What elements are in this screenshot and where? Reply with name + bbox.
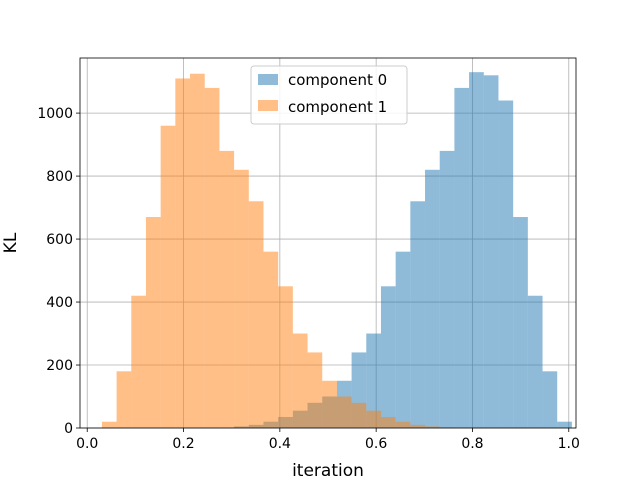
x-tick-label: 0.0	[76, 436, 98, 452]
legend: component 0 component 1	[250, 65, 408, 125]
axis-ticks: 0.0 0.2 0.4 0.6 0.8 1.0 0 200 400 600 800 1000	[37, 106, 580, 452]
legend-swatch-component-0	[258, 74, 278, 85]
histogram-bar-component-1	[131, 295, 146, 428]
x-tick-label: 0.8	[461, 436, 483, 452]
plot-frame	[79, 57, 577, 429]
y-axis-label: KL	[1, 232, 21, 253]
histogram-bar-component-0	[366, 333, 381, 428]
histogram-bar-component-0	[513, 217, 528, 428]
histogram-bar-component-1	[116, 371, 132, 428]
legend-box	[250, 65, 408, 125]
histogram-bar-component-0	[410, 201, 426, 428]
histogram-bar-component-0	[454, 87, 470, 429]
histogram-bar-component-1	[336, 396, 352, 428]
histogram-bar-component-1	[160, 125, 176, 429]
y-tick-label: 800	[46, 169, 73, 185]
x-tick-label: 0.6	[365, 436, 387, 452]
histogram-bar-component-0	[439, 150, 455, 428]
histogram-bar-component-1	[425, 426, 440, 428]
histogram-bar-component-1	[248, 201, 264, 428]
histogram-bar-component-0	[498, 100, 514, 429]
histogram-bar-component-0	[483, 75, 499, 428]
histogram-bar-component-0	[542, 371, 558, 428]
histogram-bar-component-1	[278, 286, 293, 428]
y-tick-label: 0	[64, 421, 73, 437]
histogram-bar-component-1	[351, 402, 367, 428]
histogram-bar-component-1	[145, 217, 161, 428]
histogram-bar-component-1	[395, 421, 411, 428]
histogram-bars	[101, 72, 572, 429]
x-tick-label: 0.4	[269, 436, 291, 452]
histogram-bar-component-0	[395, 251, 411, 428]
x-tick-label: 1.0	[558, 436, 580, 452]
y-tick-label: 200	[46, 358, 73, 374]
histogram-bar-component-0	[425, 169, 440, 428]
histogram-bar-component-0	[557, 421, 572, 428]
y-tick-label: 400	[46, 295, 73, 311]
histogram-bar-component-0	[469, 72, 484, 428]
histogram-bar-component-0	[380, 286, 396, 428]
legend-label-component-1: component 1	[288, 98, 387, 116]
histogram-bar-component-1	[307, 352, 323, 428]
histogram-bar-component-1	[292, 333, 308, 428]
histogram-bar-component-1	[410, 424, 426, 428]
histogram-bar-component-1	[204, 87, 220, 429]
x-tick-label: 0.2	[172, 436, 194, 452]
histogram-bar-component-1	[263, 251, 279, 428]
x-axis-label: iteration	[292, 461, 364, 480]
histogram-bar-component-1	[380, 416, 396, 428]
y-tick-label: 600	[46, 232, 73, 248]
histogram-bar-component-1	[101, 421, 117, 428]
histogram-bar-component-1	[234, 169, 249, 428]
y-tick-label: 1000	[37, 106, 73, 122]
legend-swatch-component-1	[258, 100, 278, 111]
histogram-bar-component-1	[219, 150, 235, 428]
histogram-bar-component-0	[527, 295, 543, 428]
histogram-bar-component-1	[322, 380, 337, 428]
legend-label-component-0: component 0	[288, 71, 387, 89]
histogram-bar-component-1	[190, 73, 205, 428]
histogram-bar-component-1	[366, 410, 381, 428]
histogram-bar-component-1	[175, 78, 191, 429]
